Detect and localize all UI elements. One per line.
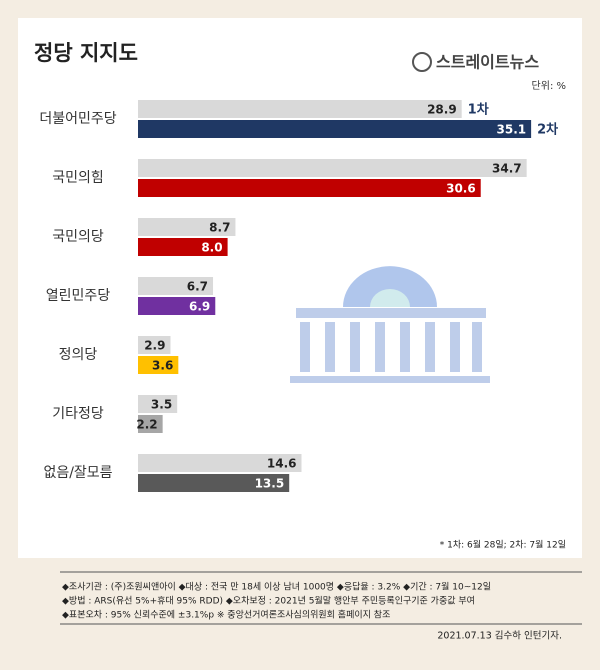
note: ◆조사기관 : (주)조원씨앤아이 ◆대상 : 전국 만 18세 이상 남녀 1…: [62, 581, 491, 593]
category-label: 국민의힘: [52, 170, 104, 186]
value-label: 35.1: [497, 123, 527, 137]
category-label: 기타정당: [52, 406, 104, 422]
bar: [138, 454, 302, 472]
bar: [138, 218, 236, 236]
category-label: 없음/잘모름: [43, 465, 112, 481]
value-label: 34.7: [492, 162, 522, 176]
bar: [138, 100, 462, 118]
bar: [138, 159, 527, 177]
legend-label: 1차: [468, 102, 489, 118]
note: ◆방법 : ARS(유선 5%+휴대 95% RDD) ◆오차보정 : 2021…: [62, 595, 475, 607]
value-label: 3.6: [152, 359, 173, 373]
bar: [138, 415, 163, 433]
building-icon: [290, 266, 490, 383]
value-label: 28.9: [427, 103, 457, 117]
value-label: 8.0: [201, 241, 222, 255]
bar: [138, 395, 178, 413]
value-label: 6.7: [187, 280, 208, 294]
bar: [138, 120, 532, 138]
bar: [138, 238, 228, 256]
value-label: 14.6: [267, 457, 297, 471]
bar: [138, 179, 481, 197]
category-label: 열린민주당: [46, 288, 111, 304]
category-label: 정의당: [59, 347, 98, 363]
note: ◆표본오차 : 95% 신뢰수준에 ±3.1%p ※ 중앙선거여론조사심의위원회…: [62, 609, 390, 621]
value-label: 2.9: [144, 339, 165, 353]
logo-icon: [412, 52, 432, 72]
bar: [138, 474, 290, 492]
bar: [138, 336, 171, 354]
category-label: 더불어민주당: [39, 111, 116, 127]
value-label: 6.9: [189, 300, 210, 314]
value-label: 13.5: [255, 477, 285, 491]
value-label: 3.5: [151, 398, 172, 412]
unit-label: 단위: %: [532, 79, 566, 92]
chart-title: 정당 지지도: [34, 41, 138, 65]
bar: [138, 356, 179, 374]
bar: [138, 277, 214, 295]
bar: [138, 297, 216, 315]
footnote: * 1차: 6월 28일; 2차: 7월 12일: [440, 539, 566, 551]
credit: 2021.07.13 김수하 인턴기자.: [437, 630, 562, 642]
value-label: 30.6: [446, 182, 476, 196]
legend-label: 2차: [537, 122, 558, 138]
logo: 스트레이트뉴스: [436, 53, 539, 72]
category-label: 국민의당: [52, 229, 104, 245]
value-label: 2.2: [136, 418, 157, 432]
value-label: 8.7: [209, 221, 230, 235]
